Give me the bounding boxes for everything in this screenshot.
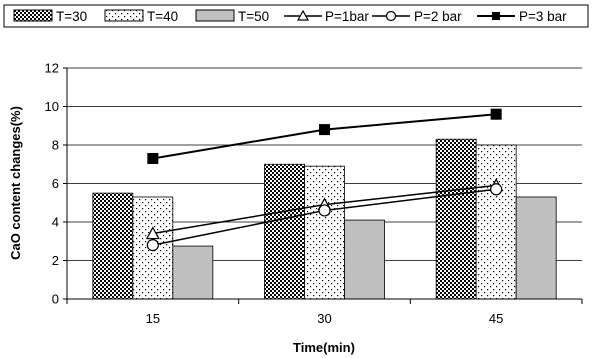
marker-p3bar [490,108,502,120]
legend: T=30 T=40 T=50 P=1bar P=2 bar P=3 bar [3,4,589,28]
legend-label-p3: P=3 bar [519,9,567,24]
bar-t30 [92,192,134,300]
legend-marker-p3 [492,12,500,20]
y-tick-label: 0 [52,292,59,307]
legend-marker-p2 [385,10,397,22]
legend-label-t50: T=50 [238,9,269,24]
marker-p2bar [490,183,503,196]
legend-label-t30: T=30 [56,9,87,24]
legend-swatch-t30 [13,9,53,22]
y-tick-label: 2 [52,253,59,268]
legend-label-p2: P=2 bar [414,9,462,24]
y-tick-label: 10 [45,99,59,114]
y-tick-label: 12 [45,61,59,76]
x-tick-label: 30 [317,311,331,326]
y-tick-label: 4 [52,215,59,230]
bar-t50 [344,219,385,300]
marker-p1bar [145,226,160,240]
bar-t30 [264,163,305,300]
y-tick-label: 6 [52,176,59,191]
legend-swatch-t50 [195,9,235,22]
y-tick-label: 8 [52,138,59,153]
marker-p3bar [319,124,330,136]
bar-t30 [435,138,477,300]
legend-label-p1: P=1bar [325,9,369,24]
bar-t50 [172,245,214,300]
bar-t40 [304,165,345,300]
legend-label-t40: T=40 [147,9,178,24]
legend-marker-p1 [296,9,310,21]
plot-area: 0 2 4 6 8 10 12 15 30 45 [45,61,583,326]
bar-t50 [515,196,557,300]
x-tick-label: 15 [146,311,160,326]
x-axis-title: Time(min) [293,340,355,355]
marker-p2bar [318,204,331,217]
y-axis-title: CaO content changes(%) [8,106,23,260]
legend-swatch-t40 [104,9,144,22]
x-tick-label: 45 [489,311,503,326]
bar-t40 [475,144,517,300]
marker-p3bar [147,152,159,164]
marker-p2bar [146,239,159,252]
